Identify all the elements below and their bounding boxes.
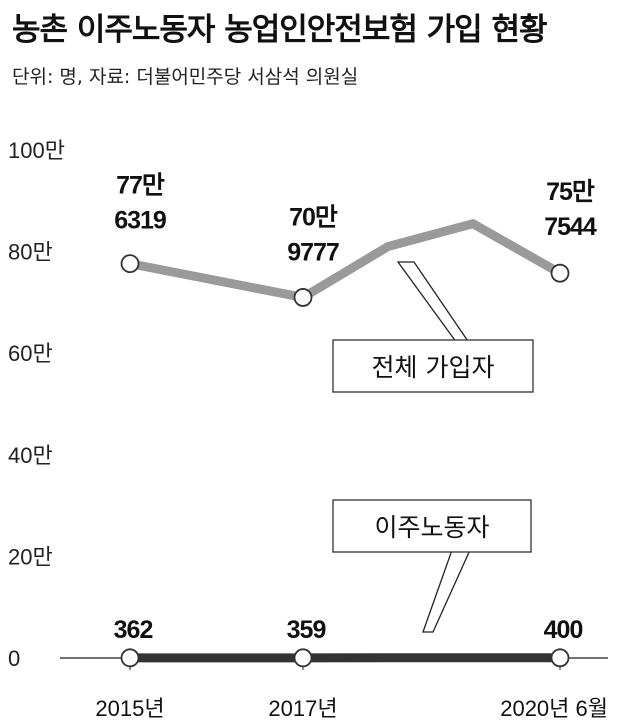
- migrant-callout-pointer: [422, 549, 472, 633]
- y-tick-label: 100만: [8, 138, 65, 163]
- y-tick-label: 40만: [8, 443, 53, 468]
- total-data-point: [550, 263, 570, 283]
- migrant-callout-box: [332, 499, 532, 553]
- y-tick-label: 60만: [8, 341, 53, 366]
- y-tick-label: 80만: [8, 240, 53, 265]
- migrant-data-point: [120, 648, 140, 668]
- x-tick-label: 2020년 6월: [500, 696, 608, 721]
- migrant-value-label: 362: [114, 616, 153, 644]
- total-value-label: 75만: [546, 178, 595, 206]
- total-callout-label: 전체 가입자: [372, 353, 495, 382]
- y-tick-label: 20만: [8, 544, 53, 569]
- total-callout-box: [332, 339, 534, 393]
- chart-title: 농촌 이주노동자 농업인안전보험 가입 현황: [12, 12, 548, 48]
- total-value-label: 6319: [114, 207, 166, 235]
- y-tick-label: 0: [8, 646, 20, 671]
- total-callout-pointer: [396, 261, 476, 351]
- migrant-callout-label: 이주노동자: [374, 513, 489, 542]
- total-data-point: [120, 254, 140, 274]
- migrant-data-point: [550, 648, 570, 668]
- x-tick-label: 2017년: [268, 696, 337, 721]
- migrant-value-label: 400: [544, 616, 583, 644]
- total-value-label: 70만: [289, 203, 338, 231]
- total-subscribers-line: [129, 218, 563, 303]
- x-tick-label: 2015년: [95, 696, 164, 721]
- total-value-label: 9777: [287, 238, 339, 266]
- migrant-data-point: [293, 648, 313, 668]
- chart-subtitle: 단위: 명, 자료: 더불어민주당 서삼석 의원실: [12, 66, 359, 88]
- total-value-label: 7544: [544, 213, 597, 241]
- total-data-point: [293, 288, 313, 307]
- total-value-label: 77만: [116, 172, 165, 200]
- migrant-value-label: 359: [287, 616, 326, 644]
